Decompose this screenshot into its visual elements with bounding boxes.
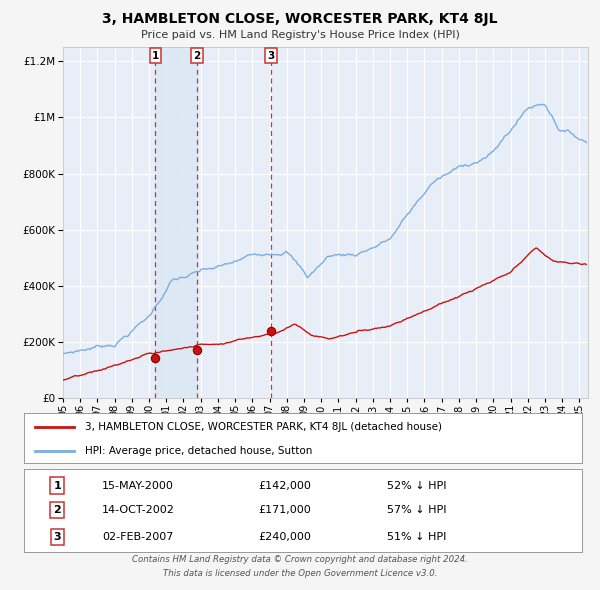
Text: Contains HM Land Registry data © Crown copyright and database right 2024.: Contains HM Land Registry data © Crown c…	[132, 555, 468, 563]
Text: 2: 2	[193, 51, 201, 61]
Text: £142,000: £142,000	[259, 481, 311, 490]
Text: £171,000: £171,000	[259, 506, 311, 515]
Text: 3: 3	[53, 532, 61, 542]
Bar	[155, 47, 197, 398]
Text: 1: 1	[53, 481, 61, 490]
Text: 57% ↓ HPI: 57% ↓ HPI	[387, 506, 446, 515]
Text: £240,000: £240,000	[259, 532, 311, 542]
Text: HPI: Average price, detached house, Sutton: HPI: Average price, detached house, Sutt…	[85, 445, 313, 455]
Text: 52% ↓ HPI: 52% ↓ HPI	[387, 481, 446, 490]
Text: 3: 3	[268, 51, 275, 61]
Text: 15-MAY-2000: 15-MAY-2000	[102, 481, 174, 490]
Text: 14-OCT-2002: 14-OCT-2002	[102, 506, 175, 515]
Text: This data is licensed under the Open Government Licence v3.0.: This data is licensed under the Open Gov…	[163, 569, 437, 578]
Text: 3, HAMBLETON CLOSE, WORCESTER PARK, KT4 8JL (detached house): 3, HAMBLETON CLOSE, WORCESTER PARK, KT4 …	[85, 422, 442, 432]
Text: 1: 1	[152, 51, 159, 61]
Text: 51% ↓ HPI: 51% ↓ HPI	[387, 532, 446, 542]
Text: 2: 2	[53, 506, 61, 515]
Text: Price paid vs. HM Land Registry's House Price Index (HPI): Price paid vs. HM Land Registry's House …	[140, 30, 460, 40]
Text: 02-FEB-2007: 02-FEB-2007	[102, 532, 173, 542]
Text: 3, HAMBLETON CLOSE, WORCESTER PARK, KT4 8JL: 3, HAMBLETON CLOSE, WORCESTER PARK, KT4 …	[102, 12, 498, 26]
